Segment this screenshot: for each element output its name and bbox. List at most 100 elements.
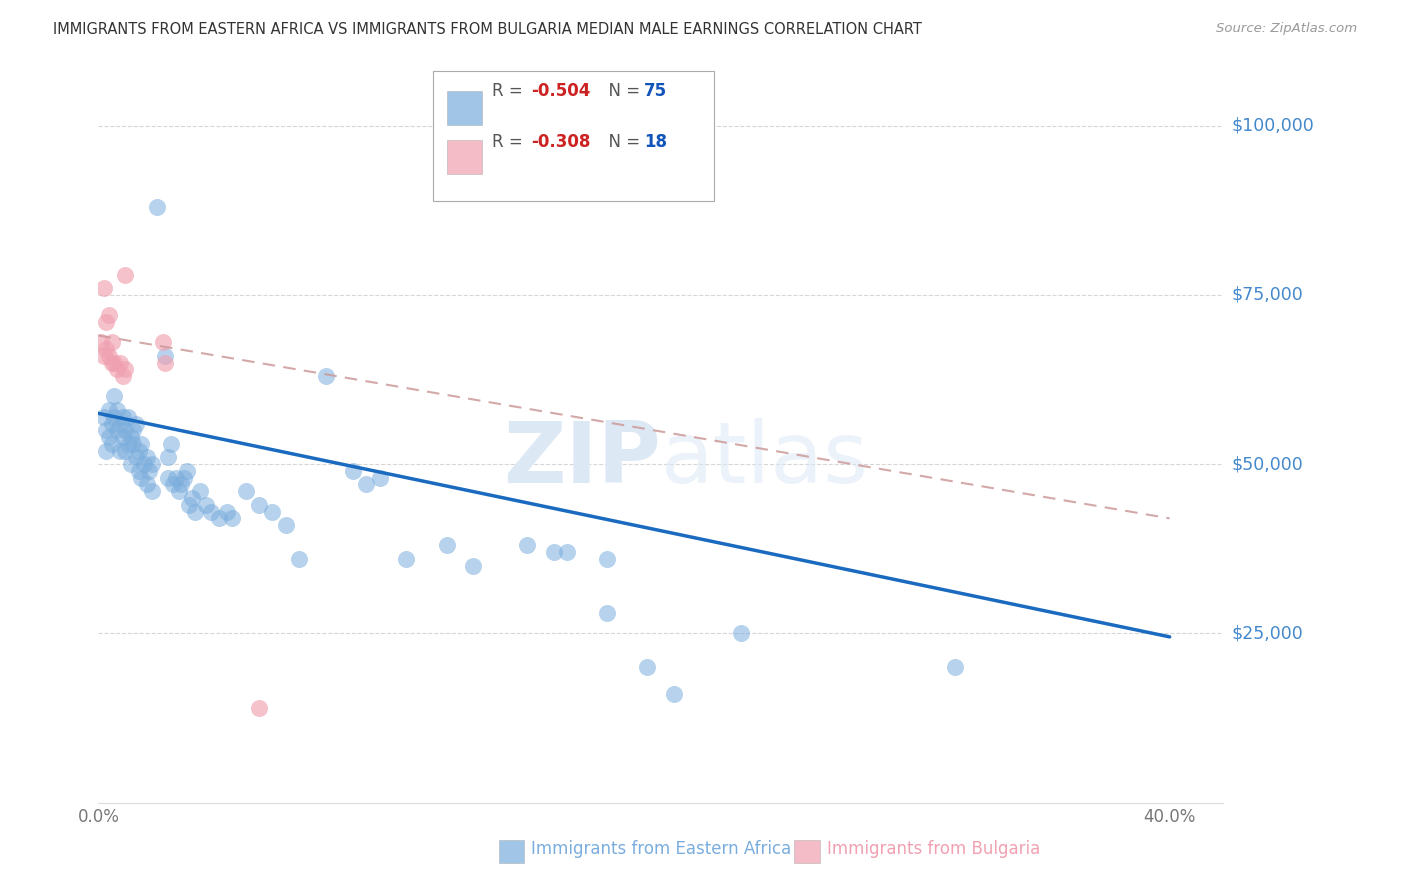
Text: Immigrants from Eastern Africa: Immigrants from Eastern Africa — [531, 840, 792, 858]
Point — [543, 545, 565, 559]
Point — [135, 450, 157, 465]
Point — [436, 538, 458, 552]
Point — [122, 423, 145, 437]
Text: Immigrants from Bulgaria: Immigrants from Bulgaria — [827, 840, 1040, 858]
Point — [159, 437, 181, 451]
Point — [90, 335, 112, 350]
Text: R =: R = — [492, 133, 529, 151]
Point — [555, 545, 578, 559]
Point — [128, 443, 150, 458]
Point — [93, 349, 115, 363]
Point — [176, 464, 198, 478]
Point — [101, 335, 124, 350]
Point — [129, 471, 152, 485]
Point — [114, 362, 136, 376]
Point — [208, 511, 231, 525]
Point — [96, 423, 118, 437]
Text: atlas: atlas — [661, 417, 869, 500]
Point — [636, 660, 658, 674]
Text: R =: R = — [492, 82, 529, 100]
Point — [105, 403, 128, 417]
Point — [138, 464, 160, 478]
Point — [93, 409, 115, 424]
Point — [194, 498, 217, 512]
Point — [111, 430, 134, 444]
Text: -0.308: -0.308 — [531, 133, 591, 151]
Text: N =: N = — [598, 133, 645, 151]
Point — [122, 437, 145, 451]
Point — [247, 701, 270, 715]
Point — [108, 355, 131, 369]
Point — [132, 457, 155, 471]
Point — [93, 281, 115, 295]
Point — [181, 491, 204, 505]
Point — [188, 484, 211, 499]
Point — [146, 200, 169, 214]
Point — [101, 417, 124, 431]
Point — [152, 335, 174, 350]
Point — [105, 362, 128, 376]
Text: Source: ZipAtlas.com: Source: ZipAtlas.com — [1216, 22, 1357, 36]
Point — [463, 558, 485, 573]
Text: $25,000: $25,000 — [1232, 624, 1303, 642]
Point — [96, 342, 118, 356]
Point — [141, 457, 163, 471]
Point — [288, 552, 311, 566]
Point — [157, 471, 180, 485]
Point — [162, 477, 184, 491]
Text: IMMIGRANTS FROM EASTERN AFRICA VS IMMIGRANTS FROM BULGARIA MEDIAN MALE EARNINGS : IMMIGRANTS FROM EASTERN AFRICA VS IMMIGR… — [53, 22, 922, 37]
Point — [200, 505, 222, 519]
Point — [125, 417, 148, 431]
Point — [395, 552, 418, 566]
Text: -0.504: -0.504 — [531, 82, 591, 100]
Point — [135, 477, 157, 491]
Text: 18: 18 — [644, 133, 666, 151]
Point — [96, 315, 118, 329]
Point — [98, 349, 121, 363]
Point — [315, 369, 337, 384]
Text: N =: N = — [598, 82, 645, 100]
Text: $50,000: $50,000 — [1232, 455, 1303, 473]
Point — [247, 498, 270, 512]
Point — [101, 355, 124, 369]
Point — [170, 477, 193, 491]
Point — [354, 477, 377, 491]
Point — [105, 423, 128, 437]
Point — [262, 505, 284, 519]
Point — [98, 308, 121, 322]
Point — [103, 409, 125, 424]
Point — [120, 430, 142, 444]
Text: ZIP: ZIP — [503, 417, 661, 500]
Point — [342, 464, 364, 478]
Point — [117, 437, 139, 451]
Point — [221, 511, 243, 525]
Point — [98, 430, 121, 444]
Point — [103, 389, 125, 403]
Point — [108, 417, 131, 431]
Point — [114, 423, 136, 437]
Point — [114, 443, 136, 458]
Point — [101, 437, 124, 451]
Point — [235, 484, 257, 499]
Point — [179, 498, 201, 512]
Point — [274, 518, 297, 533]
Point — [173, 471, 195, 485]
Point — [155, 355, 177, 369]
Point — [945, 660, 967, 674]
Point — [120, 457, 142, 471]
Point — [596, 606, 619, 620]
Text: $75,000: $75,000 — [1232, 285, 1303, 304]
Point — [103, 355, 125, 369]
Point — [141, 484, 163, 499]
Point — [111, 409, 134, 424]
Text: 75: 75 — [644, 82, 666, 100]
Point — [128, 464, 150, 478]
Point — [96, 443, 118, 458]
Point — [167, 484, 190, 499]
Point — [98, 403, 121, 417]
Point — [184, 505, 207, 519]
Point — [215, 505, 238, 519]
Point — [664, 688, 686, 702]
Point — [108, 443, 131, 458]
Point — [596, 552, 619, 566]
